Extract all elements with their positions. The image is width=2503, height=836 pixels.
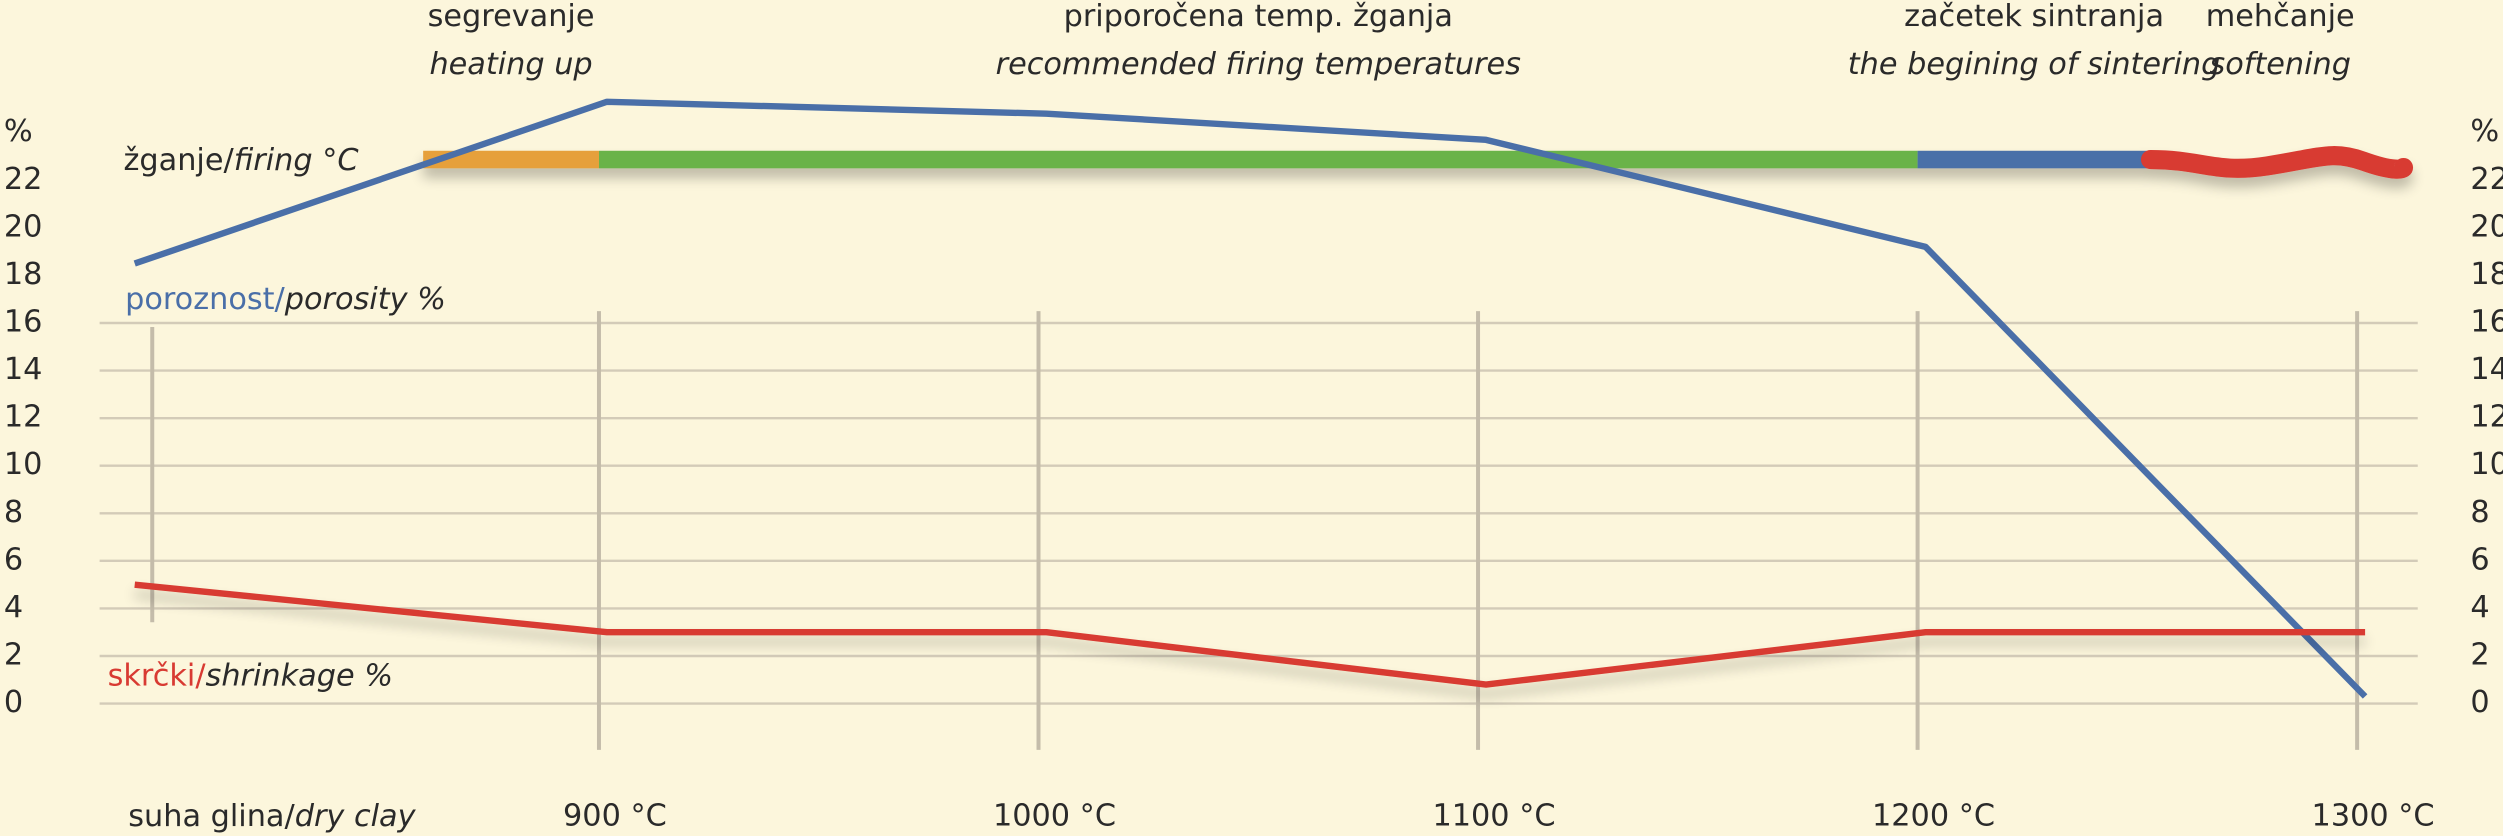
firing-phase: [598, 150, 1918, 169]
y-tick-label-right: 0: [2470, 685, 2489, 720]
series-line: [133, 98, 2368, 699]
phase-title: začetek sintranja: [1904, 0, 2164, 34]
series-label: poroznost/porosity %: [125, 281, 446, 316]
y-tick-label-right: 16: [2470, 304, 2503, 339]
x-tick-label: 1200 °C: [1872, 798, 1995, 833]
y-tick-label: 10: [4, 447, 43, 482]
phase-title: segrevanje: [428, 0, 595, 34]
series-line: [134, 581, 2366, 688]
x-tick-label: 1300 °C: [2312, 798, 2435, 833]
y-tick-label-right: 10: [2470, 447, 2503, 482]
y-tick-label-right: 12: [2470, 400, 2503, 435]
y-tick-label: 12: [4, 400, 43, 435]
y-tick-label: 8: [4, 495, 23, 530]
series-label: skrčki/shrinkage %: [108, 658, 393, 693]
phase-title: mehčanje: [2206, 0, 2355, 34]
y-tick-label-right: 22: [2470, 162, 2503, 197]
firing-bar: [423, 146, 2414, 179]
y-tick-label: 6: [4, 542, 23, 577]
y-tick-label: 18: [4, 257, 43, 292]
y-axis-label: %: [4, 114, 33, 149]
firing-label: žganje/firing °C: [124, 143, 360, 178]
phase-title: priporočena temp. žganja: [1064, 0, 1453, 34]
y-tick-label: 2: [4, 638, 23, 673]
y-tick-label: 16: [4, 304, 43, 339]
phase-subtitle: softening: [2209, 47, 2351, 82]
y-tick-label-right: 6: [2470, 542, 2489, 577]
x-tick-label: 900 °C: [563, 798, 667, 833]
y-tick-label-right: 2: [2470, 638, 2489, 673]
y-tick-label-right: 4: [2470, 590, 2489, 625]
phase-subtitle: the begining of sintering: [1848, 47, 2221, 82]
y-tick-label-right: 18: [2470, 257, 2503, 292]
y-axis-label-right: %: [2470, 114, 2499, 149]
y-tick-label: 22: [4, 162, 43, 197]
firing-phase: [423, 150, 599, 169]
phase-subtitle: heating up: [429, 47, 592, 82]
y-tick-label: 20: [4, 209, 43, 244]
x-tick-label: 1100 °C: [1432, 798, 1555, 833]
y-tick-label-right: 8: [2470, 495, 2489, 530]
y-tick-label: 14: [4, 352, 43, 387]
x-tick-label: suha glina/dry clay: [128, 798, 416, 833]
y-tick-label: 0: [4, 685, 23, 720]
y-tick-label: 4: [4, 590, 23, 625]
firing-phase: [1917, 150, 2151, 169]
x-tick-label: 1000 °C: [993, 798, 1116, 833]
y-tick-label-right: 14: [2470, 352, 2503, 387]
phase-subtitle: recommended firing temperatures: [996, 47, 1521, 82]
firing-phase: [2140, 146, 2414, 179]
y-tick-label-right: 20: [2470, 209, 2503, 244]
